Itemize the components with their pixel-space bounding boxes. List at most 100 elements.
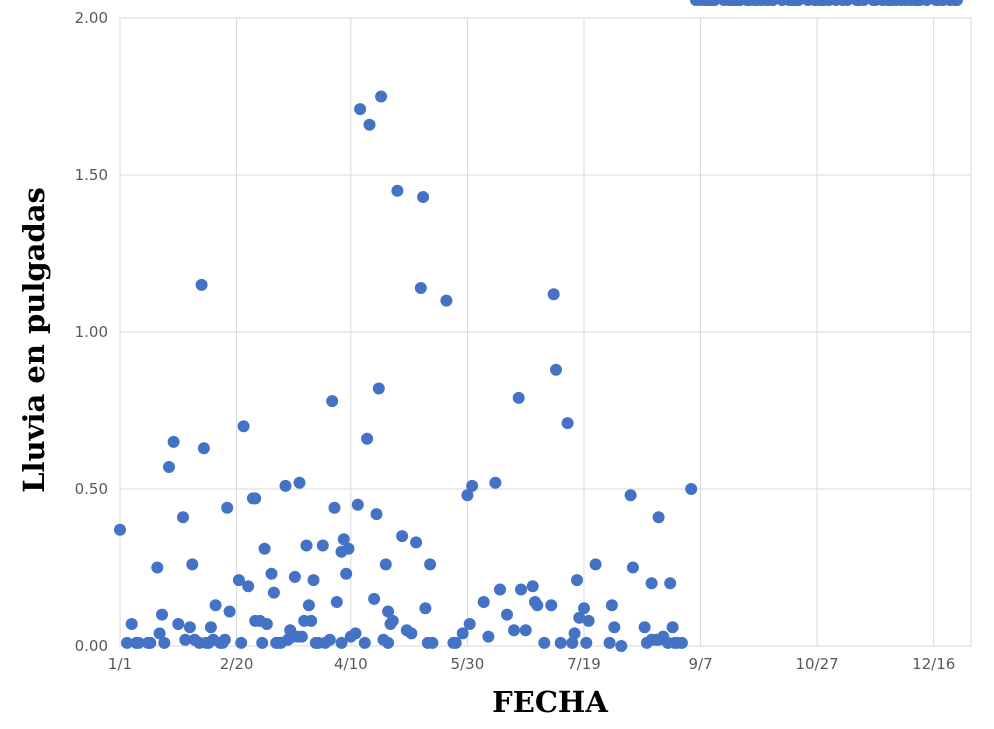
- data-point: [664, 577, 676, 589]
- data-point: [538, 637, 550, 649]
- data-point: [380, 558, 392, 570]
- x-tick-label: 4/10: [334, 655, 368, 673]
- data-point: [177, 511, 189, 523]
- data-point: [373, 383, 385, 395]
- data-point: [249, 492, 261, 504]
- data-point: [478, 596, 490, 608]
- data-point: [590, 558, 602, 570]
- data-point: [571, 574, 583, 586]
- data-point: [482, 631, 494, 643]
- data-point: [210, 599, 222, 611]
- data-point: [294, 477, 306, 489]
- data-point: [405, 627, 417, 639]
- x-tick-label: 12/16: [912, 655, 955, 673]
- data-point: [419, 602, 431, 614]
- data-point: [256, 637, 268, 649]
- data-point: [625, 489, 637, 501]
- data-point: [329, 502, 341, 514]
- data-point: [410, 536, 422, 548]
- data-point: [527, 580, 539, 592]
- data-point: [163, 461, 175, 473]
- data-point: [326, 395, 338, 407]
- data-point: [375, 91, 387, 103]
- data-point: [513, 392, 525, 404]
- data-point: [464, 618, 476, 630]
- data-point: [221, 502, 233, 514]
- data-point: [501, 609, 513, 621]
- data-point: [569, 627, 581, 639]
- data-point: [266, 568, 278, 580]
- data-points: [114, 0, 963, 652]
- data-point: [653, 511, 665, 523]
- data-point: [368, 593, 380, 605]
- data-point: [489, 477, 501, 489]
- data-point: [685, 483, 697, 495]
- data-point: [144, 637, 156, 649]
- data-point: [126, 618, 138, 630]
- data-point: [550, 364, 562, 376]
- data-point: [156, 609, 168, 621]
- data-point: [224, 606, 236, 618]
- data-point: [308, 574, 320, 586]
- data-point: [238, 420, 250, 432]
- x-tick-label: 5/30: [451, 655, 485, 673]
- data-point: [261, 618, 273, 630]
- data-point: [158, 637, 170, 649]
- data-point: [440, 295, 452, 307]
- data-point: [608, 621, 620, 633]
- data-point: [340, 568, 352, 580]
- y-tick-label: 1.00: [75, 323, 108, 341]
- data-point: [391, 185, 403, 197]
- data-point: [387, 615, 399, 627]
- data-point: [235, 637, 247, 649]
- data-point: [676, 637, 688, 649]
- data-point: [580, 637, 592, 649]
- data-point: [361, 433, 373, 445]
- y-tick-label: 0.50: [75, 480, 108, 498]
- data-point: [508, 624, 520, 636]
- y-tick-label: 2.00: [75, 9, 108, 27]
- data-point: [555, 637, 567, 649]
- data-point: [168, 436, 180, 448]
- data-point: [417, 191, 429, 203]
- data-point: [317, 540, 329, 552]
- data-point: [114, 524, 126, 536]
- data-point: [531, 599, 543, 611]
- data-point: [639, 621, 651, 633]
- data-point: [548, 288, 560, 300]
- x-axis-title: FECHA: [492, 685, 608, 719]
- x-tick-label: 10/27: [796, 655, 839, 673]
- data-point: [382, 637, 394, 649]
- data-point: [350, 627, 362, 639]
- x-tick-label: 7/19: [567, 655, 601, 673]
- y-tick-label: 1.50: [75, 166, 108, 184]
- data-point: [545, 599, 557, 611]
- data-point: [415, 282, 427, 294]
- data-point: [466, 480, 478, 492]
- data-point: [331, 596, 343, 608]
- data-point: [301, 540, 313, 552]
- data-point: [354, 103, 366, 115]
- data-point: [562, 417, 574, 429]
- data-point: [184, 621, 196, 633]
- data-point: [520, 624, 532, 636]
- data-point: [219, 634, 231, 646]
- x-tick-label: 1/1: [108, 655, 132, 673]
- data-point: [186, 558, 198, 570]
- data-point: [205, 621, 217, 633]
- data-point: [604, 637, 616, 649]
- y-tick-labels: 0.00 0.50 1.00 1.50 2.00: [75, 9, 108, 655]
- data-point: [324, 634, 336, 646]
- data-point: [343, 543, 355, 555]
- data-point: [578, 602, 590, 614]
- x-tick-label: 9/7: [688, 655, 712, 673]
- y-axis-title: Lluvia en pulgadas: [17, 187, 51, 493]
- data-point: [172, 618, 184, 630]
- data-point: [606, 599, 618, 611]
- data-point: [627, 562, 639, 574]
- gridlines: [120, 18, 971, 646]
- data-point: [615, 640, 627, 652]
- data-point: [151, 562, 163, 574]
- data-point: [371, 508, 383, 520]
- data-point: [289, 571, 301, 583]
